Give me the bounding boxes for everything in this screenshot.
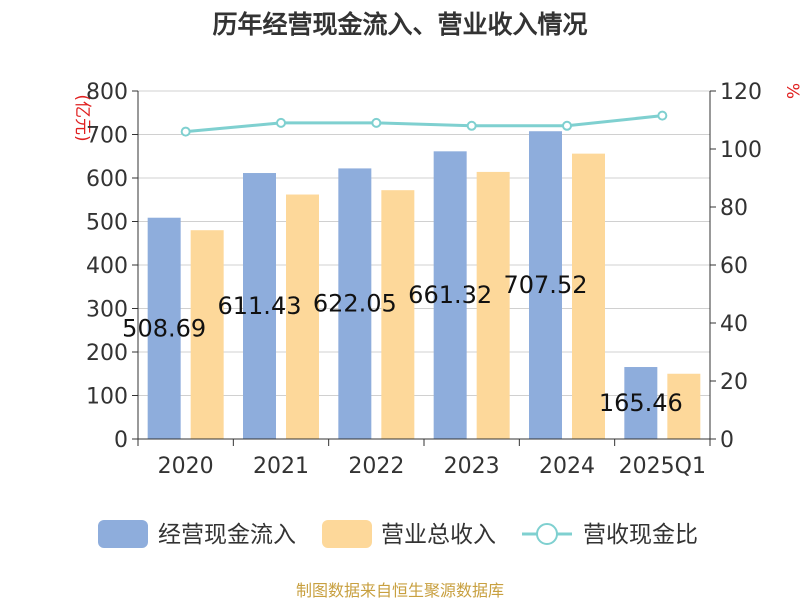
left-tick-label: 200 [86,341,128,366]
right-tick-label: 80 [720,196,748,221]
x-tick-label: 2020 [158,454,214,479]
bars [147,131,701,439]
bar-cash-inflow [147,217,181,439]
right-tick-label: 120 [720,80,762,105]
bar-revenue [286,194,319,439]
chart-title: 历年经营现金流入、营业收入情况 [212,10,587,39]
data-label: 622.05 [313,290,397,318]
source-note: 制图数据来自恒生聚源数据库 [296,581,504,600]
data-label: 165.46 [599,389,683,417]
bar-cash-inflow [243,173,276,439]
left-tick-label: 0 [114,428,128,453]
bar-cash-inflow [433,151,467,439]
x-tick-label: 2022 [348,454,404,479]
bar-cash-inflow [338,168,372,439]
gridlines [138,90,710,440]
bar-cash-inflow [624,367,658,439]
legend: 经营现金流入 营业总收入 营收现金比 [98,520,698,548]
right-tick-label: 60 [720,254,748,279]
left-tick-label: 100 [86,385,128,410]
legend-marker-ratio [536,523,558,545]
left-tick-label: 600 [86,167,128,192]
x-tick-label: 2024 [539,454,595,479]
right-tick-label: 40 [720,312,748,337]
right-tick-label: 100 [720,138,762,163]
bar-revenue [476,171,510,439]
right-axis-unit: % [782,83,800,99]
x-tick-label: 2021 [253,454,309,479]
left-axis-unit: (亿元) [72,94,92,141]
data-label: 611.43 [218,292,302,320]
ratio-line [180,110,668,137]
data-label: 661.32 [408,281,492,309]
ratio-line-path [185,114,663,134]
ratio-point [466,120,477,131]
legend-swatch-cash-inflow [98,520,148,548]
x-tick-label: 2025Q1 [619,454,706,479]
bar-revenue [190,230,224,439]
ratio-point [657,110,668,121]
axes: 0 100 200 300 400 500 600 700 800 0 20 40 60 80 100 120… [86,80,762,479]
data-label: 707.52 [504,271,588,299]
x-tick-label: 2023 [444,454,500,479]
ratio-point [180,126,191,137]
bar-revenue [667,373,701,439]
left-tick-label: 800 [86,80,128,105]
left-tick-label: 700 [86,124,128,149]
legend-swatch-revenue [322,520,372,548]
ratio-point [562,120,572,131]
ratio-point [371,117,382,128]
legend-label-ratio: 营收现金比 [583,522,698,548]
legend-label-revenue: 营业总收入 [381,522,496,548]
legend-label-cash-inflow: 经营现金流入 [158,522,296,548]
left-tick-label: 500 [86,211,128,236]
right-tick-label: 20 [720,370,748,395]
bar-revenue [381,190,415,439]
ratio-point [276,117,286,128]
data-labels: 508.69 611.43 622.05 661.32 707.52 165.46 [122,271,683,417]
left-tick-label: 400 [86,254,128,279]
bar-cash-inflow [529,131,562,439]
bar-revenue [572,153,605,439]
left-tick-label: 300 [86,298,128,323]
data-label: 508.69 [122,314,206,342]
right-tick-label: 0 [720,428,734,453]
